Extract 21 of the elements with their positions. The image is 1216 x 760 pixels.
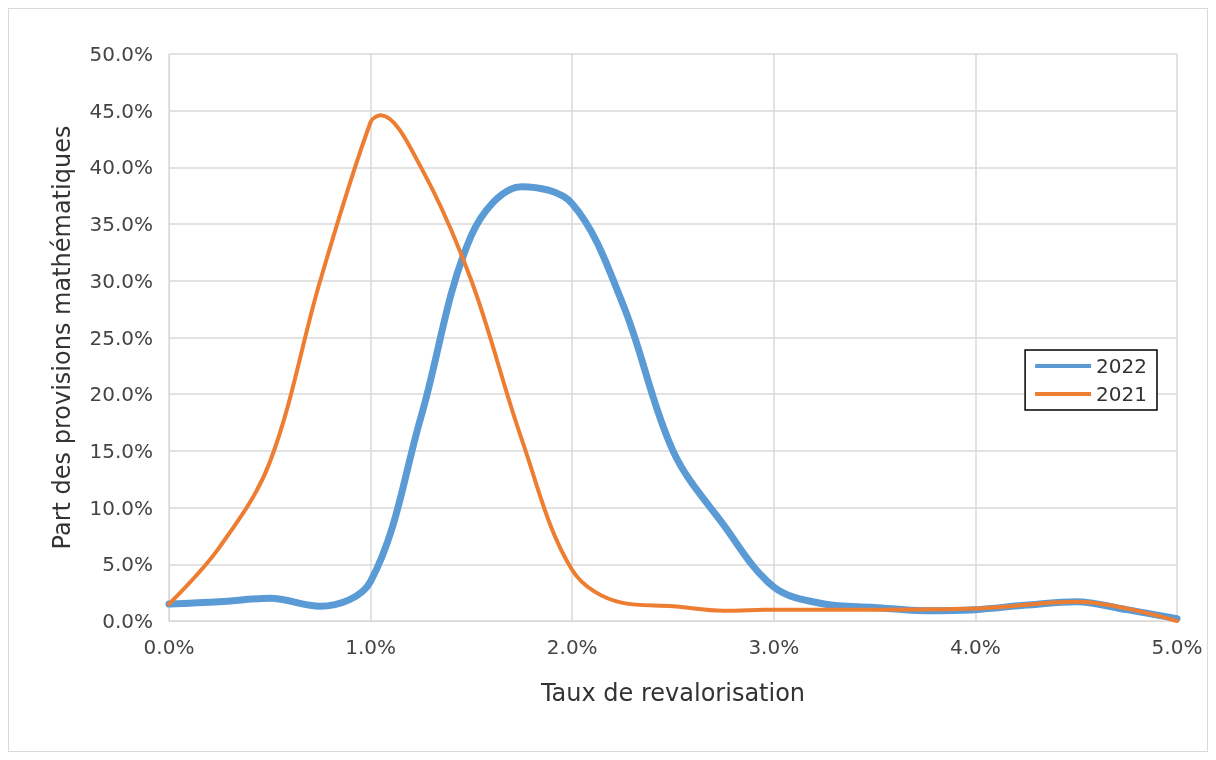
x-tick-label: 4.0% [949, 635, 1001, 659]
y-tick-label: 30.0% [89, 268, 153, 293]
y-tick-label: 25.0% [89, 325, 153, 350]
x-tick-label: 3.0% [748, 635, 800, 659]
y-axis-title: Part des provisions mathématiques [48, 125, 76, 550]
x-tick-label: 0.0% [143, 635, 195, 659]
y-tick-label: 10.0% [89, 495, 153, 520]
x-tick-label: 1.0% [345, 635, 397, 659]
y-tick-label: 40.0% [89, 155, 153, 180]
y-tick-label: 50.0% [89, 42, 153, 66]
x-tick-label: 5.0% [1151, 635, 1203, 659]
y-tick-label: 5.0% [102, 552, 153, 577]
y-tick-label: 20.0% [89, 382, 153, 407]
y-tick-label: 35.0% [89, 212, 153, 237]
legend-label: 2022 [1096, 354, 1148, 378]
y-tick-label: 45.0% [89, 98, 153, 123]
legend-label: 2021 [1096, 382, 1148, 406]
y-tick-label: 15.0% [89, 438, 153, 463]
x-axis-title: Taux de revalorisation [539, 679, 806, 707]
x-tick-label: 2.0% [546, 635, 598, 659]
y-tick-label: 0.0% [102, 609, 153, 633]
